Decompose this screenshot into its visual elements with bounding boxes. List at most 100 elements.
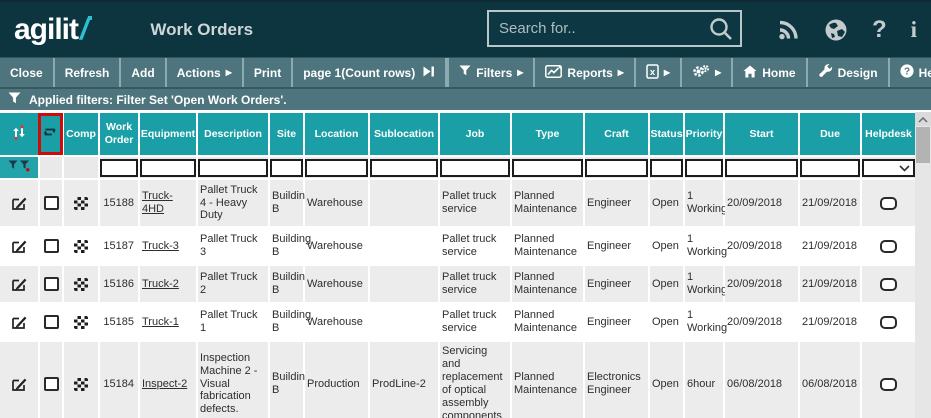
filter-select-helpdesk[interactable]: [862, 158, 915, 177]
cell-description: Pallet Truck 4 - Heavy Duty: [198, 180, 268, 226]
cell-type: Planned Maintenance: [512, 180, 583, 226]
scrollbar-thumb[interactable]: [916, 127, 930, 163]
column-header-type[interactable]: Type: [512, 113, 583, 155]
row-checkbox[interactable]: [43, 277, 59, 291]
filter-input-equipment[interactable]: [140, 158, 196, 177]
helpdesk-checkbox[interactable]: [880, 196, 897, 210]
scroll-up-button[interactable]: [915, 112, 931, 126]
edit-row-button[interactable]: [0, 180, 38, 226]
print-button[interactable]: Print: [244, 58, 294, 87]
work-orders-table: Comp Work Order Equipment Description Si…: [0, 112, 915, 418]
table-row: 15184 Inspect-2 Inspection Machine 2 - V…: [0, 342, 915, 418]
equipment-link[interactable]: Truck-2: [142, 277, 179, 290]
rss-feed-icon[interactable]: [776, 18, 800, 42]
cell-job: Pallet truck service: [442, 309, 497, 334]
filter-funnels-cell[interactable]: [0, 157, 38, 178]
filter-input-start[interactable]: [725, 158, 798, 177]
globe-icon[interactable]: [824, 18, 848, 42]
completed-checker-icon[interactable]: [74, 239, 88, 253]
reports-menu-button[interactable]: Reports ▶: [533, 58, 634, 87]
column-header-location[interactable]: Location: [305, 113, 368, 155]
filter-input-craft[interactable]: [585, 158, 648, 177]
row-checkbox[interactable]: [43, 196, 59, 210]
cell-status: Open: [650, 180, 683, 226]
add-button[interactable]: Add: [121, 58, 167, 87]
filter-input-location[interactable]: [305, 158, 368, 177]
filter-input-type[interactable]: [512, 158, 583, 177]
cell-site: Building B: [272, 309, 312, 334]
edit-row-button[interactable]: [0, 304, 38, 340]
filters-menu-button[interactable]: Filters ▶: [447, 58, 533, 87]
filter-cell-empty: [64, 157, 98, 178]
equipment-link[interactable]: Truck-3: [142, 239, 179, 252]
cell-work-order: 15185: [103, 315, 134, 328]
completed-checker-icon[interactable]: [74, 277, 88, 291]
completed-checker-icon[interactable]: [74, 377, 88, 391]
top-banner: agilit/ Work Orders ? i: [0, 2, 931, 57]
helpdesk-checkbox[interactable]: [880, 377, 897, 391]
design-button[interactable]: Design: [805, 58, 888, 87]
cell-craft: Engineer: [585, 180, 648, 226]
equipment-link[interactable]: Truck-1: [142, 315, 179, 328]
column-header-due[interactable]: Due: [800, 113, 860, 155]
cell-job: Pallet truck service: [440, 180, 510, 226]
completed-checker-icon[interactable]: [74, 196, 88, 210]
menu-arrow-icon: ▶: [617, 67, 624, 77]
toolbar-right-group: Filters ▶ Reports ▶ x ▶ ▶ Home Design: [447, 58, 931, 87]
edit-row-button[interactable]: [0, 342, 38, 418]
filter-input-job[interactable]: [440, 158, 510, 177]
filter-input-work-order[interactable]: [100, 158, 138, 177]
column-header-sublocation[interactable]: Sublocation: [370, 113, 438, 155]
excel-export-button[interactable]: x ▶: [633, 58, 680, 87]
column-header-job[interactable]: Job: [440, 113, 510, 155]
filter-input-description[interactable]: [198, 158, 268, 177]
help-question-icon[interactable]: ?: [871, 15, 887, 43]
cell-job: Servicing and replacement of optical ass…: [440, 342, 510, 418]
column-header-comp[interactable]: Comp: [64, 113, 98, 155]
cell-priority: 1 Working: [687, 309, 728, 334]
helpdesk-checkbox[interactable]: [880, 277, 897, 291]
edit-row-button[interactable]: [0, 266, 38, 302]
equipment-link[interactable]: Inspect-2: [142, 377, 188, 390]
column-header-priority[interactable]: Priority: [685, 113, 723, 155]
helpdesk-checkbox[interactable]: [880, 239, 897, 253]
row-checkbox[interactable]: [43, 315, 59, 329]
vertical-scrollbar[interactable]: [915, 112, 931, 418]
row-checkbox[interactable]: [43, 377, 59, 391]
equipment-link[interactable]: Truck-4HD: [142, 190, 173, 215]
filter-input-due[interactable]: [800, 158, 860, 177]
search-icon[interactable]: [708, 16, 734, 42]
filter-input-priority[interactable]: [685, 158, 723, 177]
filter-input-status[interactable]: [650, 158, 683, 177]
search-input[interactable]: [489, 20, 708, 37]
help-button[interactable]: ? Help: [887, 58, 931, 87]
column-header-work-order[interactable]: Work Order: [100, 113, 138, 155]
column-header-site[interactable]: Site: [270, 113, 303, 155]
menu-arrow-icon: ▶: [715, 67, 722, 77]
completed-checker-icon[interactable]: [74, 315, 88, 329]
info-icon[interactable]: i: [910, 16, 917, 42]
edit-row-button[interactable]: [0, 228, 38, 264]
filter-input-site[interactable]: [270, 158, 303, 177]
row-checkbox[interactable]: [43, 239, 59, 253]
menu-arrow-icon: ▶: [225, 67, 232, 77]
cell-due: 21/09/2018: [802, 239, 858, 252]
column-header-description[interactable]: Description: [198, 113, 268, 155]
column-header-status[interactable]: Status: [650, 113, 683, 155]
actions-menu-button[interactable]: Actions ▶: [167, 58, 244, 87]
table-row: 15188 Truck-4HD Pallet Truck 4 - Heavy D…: [0, 180, 915, 226]
refresh-button[interactable]: Refresh: [55, 58, 122, 87]
helpdesk-checkbox[interactable]: [880, 315, 897, 329]
column-header-equipment[interactable]: Equipment: [140, 113, 196, 155]
sort-column-header[interactable]: [0, 113, 38, 155]
select-column-header[interactable]: [38, 113, 63, 155]
column-header-helpdesk[interactable]: Helpdesk: [862, 113, 915, 155]
column-header-start[interactable]: Start: [725, 113, 798, 155]
settings-gears-button[interactable]: ▶: [680, 58, 731, 87]
filter-input-sublocation[interactable]: [370, 158, 438, 177]
column-header-craft[interactable]: Craft: [585, 113, 648, 155]
close-button[interactable]: Close: [0, 58, 55, 87]
home-button[interactable]: Home: [731, 58, 805, 87]
last-page-icon[interactable]: [422, 65, 435, 81]
